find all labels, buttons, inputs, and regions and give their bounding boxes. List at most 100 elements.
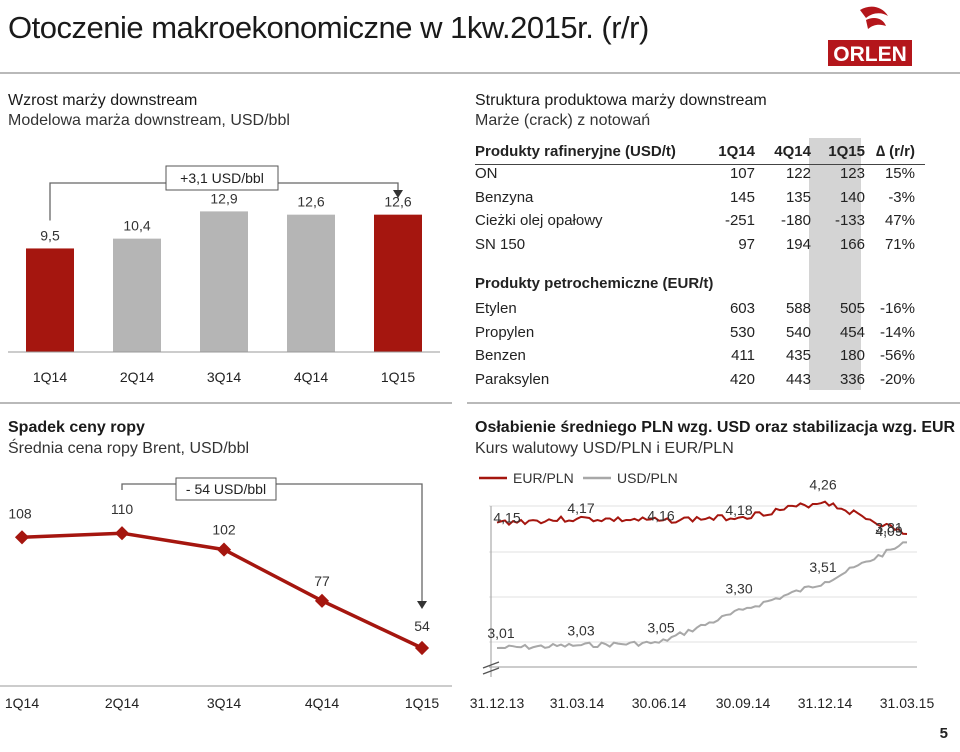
cell-delta: -16% xyxy=(879,300,915,317)
annotation-box xyxy=(165,165,279,191)
oil-category-label: 3Q14 xyxy=(207,695,241,711)
col-header-4q14: 4Q14 xyxy=(774,143,811,160)
margin-bar xyxy=(26,248,74,352)
row-label: Etylen xyxy=(475,300,517,317)
bar-value-label: 12,6 xyxy=(384,194,411,210)
col-header-1q14: 1Q14 xyxy=(718,143,755,160)
oil-category-label: 4Q14 xyxy=(305,695,339,711)
cell-1q15: 140 xyxy=(839,188,865,206)
cell-4q14: 540 xyxy=(785,323,811,341)
table-row: SN 150 97 194 166 71% xyxy=(475,236,925,253)
margin-table: Produkty rafineryjne (USD/t) 1Q14 4Q14 1… xyxy=(475,143,925,388)
brent-value-label: 110 xyxy=(111,501,134,517)
fx-subtitle: Kurs walutowy USD/PLN i EUR/PLN xyxy=(475,440,734,457)
cell-1q14: 530 xyxy=(729,323,755,341)
fx-x-tick-label: 31.12.13 xyxy=(470,695,525,711)
eagle-icon xyxy=(860,6,888,18)
cell-4q14: 135 xyxy=(785,188,811,206)
bar-value-label: 12,9 xyxy=(210,190,237,206)
cell-delta: -56% xyxy=(879,347,915,364)
usdpln-value-label: 3,05 xyxy=(647,620,674,636)
cell-delta: 71% xyxy=(884,235,915,253)
brent-marker xyxy=(414,640,430,656)
oil-line-chart: 108 1Q14 110 2Q14 102 3Q14 77 4Q14 54 1Q15 - 54 US… xyxy=(0,477,452,711)
cell-1q14: 145 xyxy=(729,188,755,206)
brent-marker xyxy=(314,593,330,608)
page-number: 5 xyxy=(939,725,948,742)
eurpln-value-label: 4,15 xyxy=(493,510,520,526)
fx-x-tick-label: 31.03.14 xyxy=(550,695,605,711)
bar-category-label: 4Q14 xyxy=(294,369,328,385)
bar-value-label: 9,5 xyxy=(40,227,60,243)
cell-delta: -14% xyxy=(879,323,915,341)
bar-category-label: 1Q15 xyxy=(381,369,415,385)
cell-1q15: 180 xyxy=(839,347,865,364)
margin-subtitle: Modelowa marża downstream, USD/bbl xyxy=(8,112,290,129)
cell-1q15: 123 xyxy=(839,165,865,182)
fx-rule xyxy=(467,402,960,404)
eurpln-value-label: 4,16 xyxy=(647,508,674,524)
margin-bar xyxy=(287,214,335,352)
fx-title: Osłabienie średniego PLN wzg. USD oraz s… xyxy=(475,419,956,436)
oil-annotation: - 54 USD/bbl xyxy=(186,481,266,497)
axis-break-icon xyxy=(482,661,500,675)
brent-value-label: 102 xyxy=(212,522,236,538)
bar-category-label: 2Q14 xyxy=(120,369,154,385)
bar-value-label: 10,4 xyxy=(123,218,150,234)
cell-4q14: 588 xyxy=(785,300,811,317)
fx-x-tick-label: 30.06.14 xyxy=(632,695,687,711)
header-rule xyxy=(0,72,960,74)
brent-value-label: 54 xyxy=(414,618,430,634)
margin-bar xyxy=(374,214,422,352)
cell-4q14: 194 xyxy=(785,235,811,253)
row-label: SN 150 xyxy=(475,235,526,253)
oil-title: Spadek ceny ropy xyxy=(8,419,145,436)
margin-bar xyxy=(200,211,248,352)
row-label: Paraksylen xyxy=(475,370,550,388)
brent-value-label: 108 xyxy=(8,505,32,521)
orlen-logo-graphic: ORLEN xyxy=(828,6,912,66)
eurpln-value-label: 4,17 xyxy=(567,500,594,516)
fx-x-tick-label: 31.03.15 xyxy=(880,695,935,711)
brent-marker xyxy=(14,530,30,545)
highlight-column-1q15 xyxy=(809,138,861,390)
eurpln-value-label: 4,26 xyxy=(809,477,836,493)
cell-4q14: 443 xyxy=(785,370,811,388)
margin-title: Wzrost marży downstream xyxy=(8,92,198,109)
logo-text: ORLEN xyxy=(833,43,907,66)
eurpln-value-label: 4,18 xyxy=(725,502,752,518)
cell-1q14: 603 xyxy=(729,300,755,317)
oil-category-label: 1Q15 xyxy=(405,695,439,711)
refinery-header: Produkty rafineryjne (USD/t) xyxy=(475,143,676,160)
petchem-header: Produkty petrochemiczne (EUR/t) xyxy=(475,275,714,292)
arrow-down-icon xyxy=(393,190,403,198)
usdpln-line xyxy=(496,541,908,651)
col-header-delta: ∆ (r/r) xyxy=(875,143,915,160)
usdpln-value-label: 3,01 xyxy=(487,625,514,641)
change-bracket xyxy=(121,483,423,604)
fx-x-tick-label: 31.12.14 xyxy=(798,695,853,711)
table-row: ON 107 122 123 15% xyxy=(475,165,925,182)
cell-1q14: 420 xyxy=(729,370,755,388)
bar-category-label: 1Q14 xyxy=(33,369,67,385)
cell-delta: -3% xyxy=(888,188,915,206)
table-rule xyxy=(475,164,925,165)
row-label: Benzyna xyxy=(475,188,534,206)
bar-category-label: 3Q14 xyxy=(207,369,241,385)
oil-category-label: 1Q14 xyxy=(5,695,39,711)
annotation-box xyxy=(175,477,277,501)
table-row: Benzyna 145 135 140 -3% xyxy=(475,189,925,206)
oil-subtitle: Średnia cena ropy Brent, USD/bbl xyxy=(8,440,250,457)
oil-category-label: 2Q14 xyxy=(105,695,139,711)
brent-value-label: 77 xyxy=(314,573,330,589)
cell-1q14: -251 xyxy=(724,212,755,229)
cell-1q15: 505 xyxy=(839,300,865,317)
table-row: Etylen 603 588 505 -16% xyxy=(475,300,925,317)
col-header-1q15: 1Q15 xyxy=(828,143,865,160)
table-row: Benzen 411 435 180 -56% xyxy=(475,347,925,364)
margin-bar xyxy=(113,238,161,352)
eurpln-value-label: 4,09 xyxy=(875,523,902,539)
row-label: ON xyxy=(475,165,498,182)
row-label: Benzen xyxy=(475,347,526,364)
